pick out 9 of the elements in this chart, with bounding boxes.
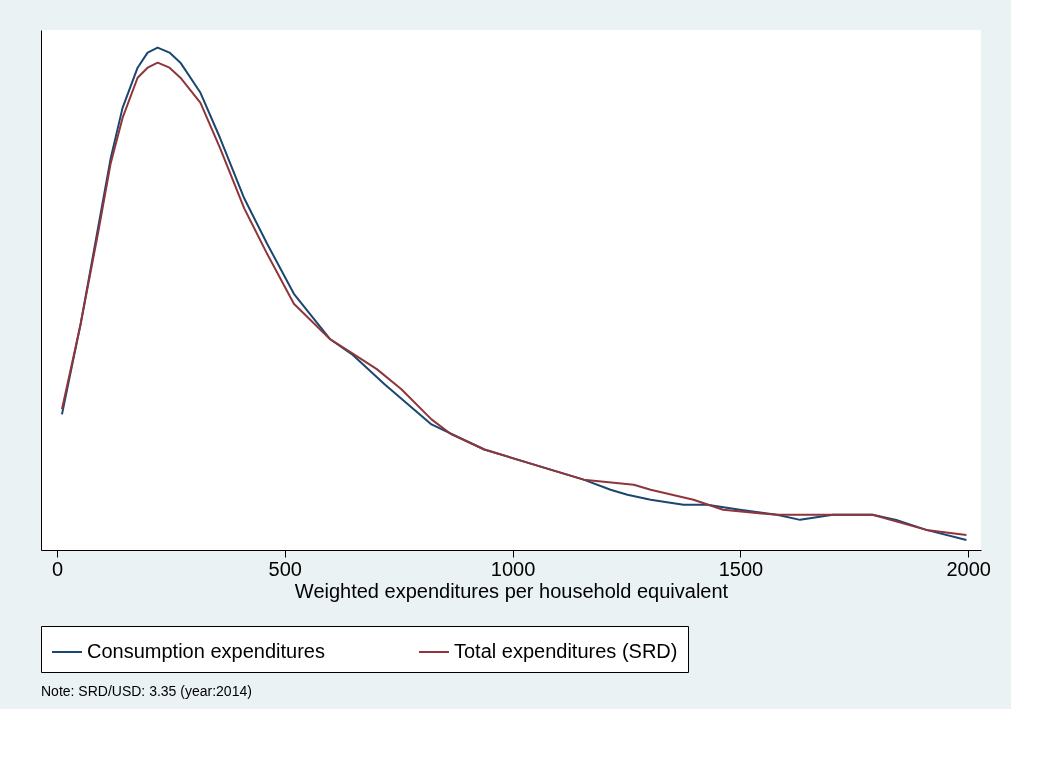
x-tick-label: 0	[51, 557, 64, 580]
x-tick-label: 2000	[946, 557, 991, 580]
x-axis-title: Weighted expenditures per household equivalent	[294, 579, 729, 602]
legend-label: Consumption expenditures	[87, 640, 325, 662]
text: Note: SRD/USD: 3.35 (year:2014)	[41, 683, 252, 699]
x-tick-label: 1000	[490, 557, 536, 580]
x-tick-label: 1500	[718, 557, 764, 580]
x-tick-label: 500	[268, 557, 302, 580]
legend-label: Total expenditures (SRD)	[454, 640, 678, 662]
